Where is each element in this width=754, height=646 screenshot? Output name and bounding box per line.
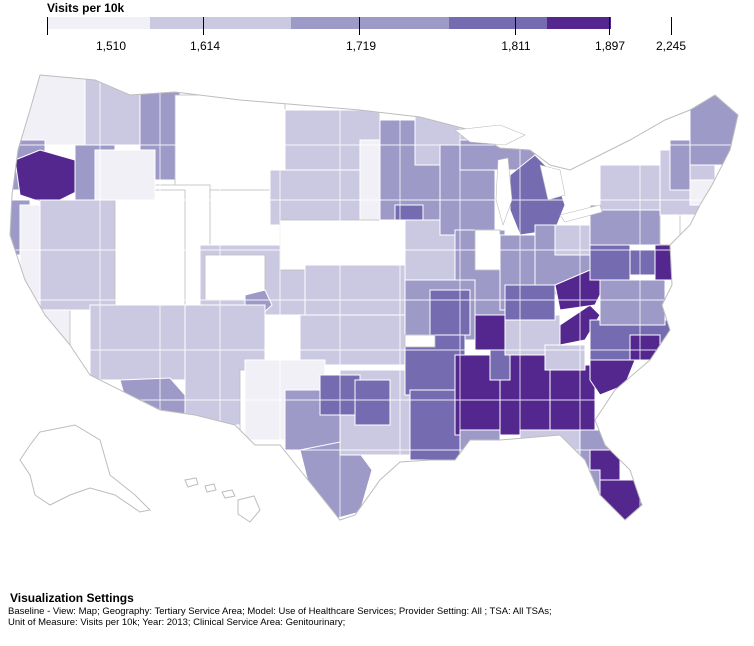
region-gulf-coast bbox=[459, 429, 501, 456]
legend-break-label: 1,897 bbox=[594, 39, 626, 53]
legend-tick bbox=[359, 17, 360, 35]
lake-erie bbox=[559, 204, 603, 223]
legend-tick bbox=[609, 17, 610, 35]
legend-break-label: 2,245 bbox=[655, 39, 687, 53]
region-texas-dallas bbox=[354, 379, 391, 426]
map-svg bbox=[9, 74, 739, 523]
legend-title: Visits per 10k bbox=[47, 1, 125, 15]
region-maryland bbox=[629, 249, 656, 276]
legend-segment-3 bbox=[291, 17, 449, 29]
legend-tick bbox=[203, 17, 204, 35]
legend-tick bbox=[515, 17, 516, 35]
region-florida-panhandle bbox=[519, 429, 581, 456]
legend-segment-4 bbox=[449, 17, 547, 29]
region-florida-south bbox=[599, 479, 646, 520]
region-montana bbox=[174, 94, 286, 191]
settings-title: Visualization Settings bbox=[10, 591, 134, 605]
region-arkansas-north bbox=[404, 334, 436, 348]
region-vermont bbox=[669, 139, 691, 191]
region-idaho bbox=[94, 149, 156, 201]
legend-tick bbox=[47, 17, 48, 35]
region-oklahoma bbox=[299, 314, 406, 366]
legend-segment-5 bbox=[547, 17, 611, 29]
region-georgia-north bbox=[544, 344, 586, 371]
us-outline bbox=[9, 74, 739, 521]
region-nevada bbox=[39, 199, 116, 311]
lake-huron bbox=[539, 164, 566, 201]
settings-line-2: Unit of Measure: Visits per 10k; Year: 2… bbox=[8, 617, 346, 628]
region-nebraska bbox=[279, 219, 416, 271]
region-missouri-east bbox=[429, 289, 471, 336]
us-choropleth-map bbox=[0, 55, 754, 585]
region-arizona bbox=[89, 304, 191, 381]
region-washington-west bbox=[10, 75, 86, 146]
legend-segment-1 bbox=[47, 17, 150, 29]
region-north-carolina-east bbox=[629, 334, 661, 361]
legend-color-bar bbox=[47, 17, 671, 29]
alaska-shape bbox=[19, 424, 152, 513]
lake-superior bbox=[454, 124, 526, 146]
legend-break-label: 1,719 bbox=[345, 39, 377, 53]
legend-break-label: 1,811 bbox=[501, 39, 531, 53]
legend-break-label: 1,614 bbox=[189, 39, 221, 53]
region-virginia bbox=[599, 279, 666, 326]
region-kentucky-west bbox=[504, 284, 556, 321]
region-ohio-north bbox=[554, 224, 596, 256]
region-west-virginia bbox=[589, 239, 631, 281]
hawaii-shape bbox=[184, 477, 261, 523]
legend-tick bbox=[671, 17, 672, 35]
region-minneapolis bbox=[394, 204, 424, 221]
region-georgia bbox=[549, 364, 596, 441]
region-tennessee-west bbox=[474, 314, 506, 351]
region-new-york-city bbox=[659, 214, 681, 246]
lake-michigan bbox=[495, 157, 513, 226]
legend-segment-2 bbox=[150, 17, 291, 29]
region-florida-west bbox=[579, 469, 601, 496]
legend-break-label: 1,510 bbox=[95, 39, 127, 53]
settings-line-1: Baseline - View: Map; Geography: Tertiar… bbox=[8, 606, 552, 617]
visualization-settings: Visualization Settings Baseline - View: … bbox=[8, 591, 748, 628]
